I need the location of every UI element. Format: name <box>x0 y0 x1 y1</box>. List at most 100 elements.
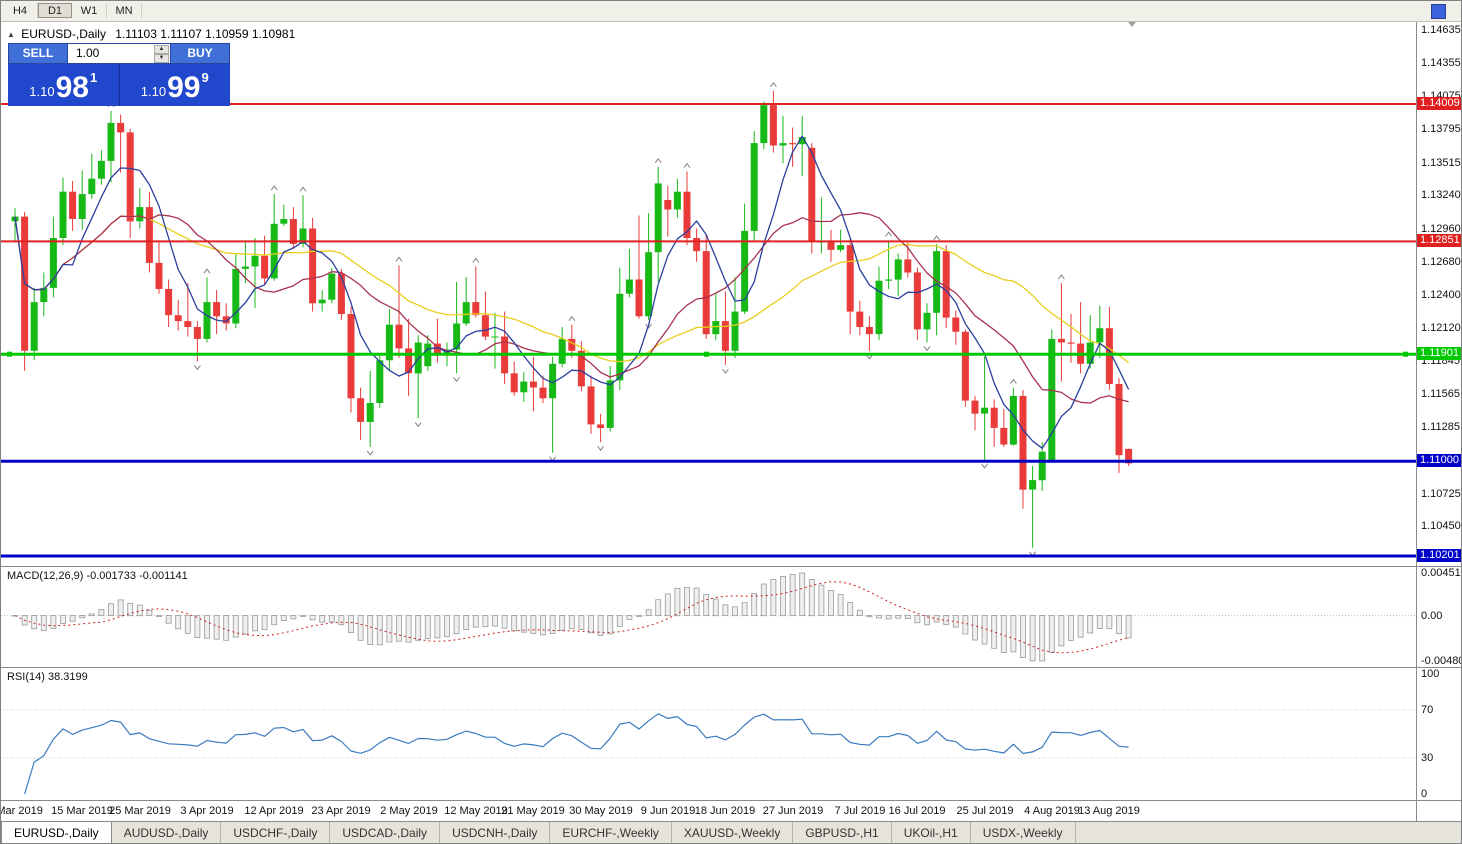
candle <box>184 321 192 327</box>
buy-button[interactable]: BUY <box>170 43 230 64</box>
line-selection-handle[interactable] <box>7 351 12 357</box>
chart-tab[interactable]: UKOil-,H1 <box>892 822 971 843</box>
candle <box>846 245 854 312</box>
macd-label: MACD(12,26,9) -0.001733 -0.001141 <box>7 570 188 582</box>
candle <box>97 160 105 179</box>
candle <box>318 299 326 304</box>
candle <box>702 251 710 335</box>
candle <box>347 314 355 399</box>
date-axis-label: 18 Jun 2019 <box>694 805 756 817</box>
candle <box>174 315 182 322</box>
volume-box: ▲ ▼ <box>68 43 170 64</box>
candle <box>654 183 662 253</box>
date-axis-label: 3 Apr 2019 <box>180 805 234 817</box>
candle <box>961 331 969 401</box>
candle <box>462 302 470 324</box>
macd-histogram-layer <box>12 572 1132 662</box>
price-axis-label: 1.11565 <box>1421 388 1460 400</box>
volume-up-icon[interactable]: ▲ <box>154 45 169 54</box>
candle <box>597 424 605 428</box>
candle <box>261 255 269 279</box>
candle <box>405 348 413 374</box>
price-axis-label: 1.11285 <box>1421 421 1460 433</box>
volume-down-icon[interactable]: ▼ <box>154 54 169 63</box>
candle <box>885 279 893 281</box>
candle <box>837 245 845 250</box>
candle <box>366 403 374 422</box>
timeframe-button-h4[interactable]: H4 <box>3 3 38 18</box>
candle <box>827 241 835 250</box>
chart-shift-marker-icon[interactable] <box>1128 22 1136 27</box>
date-axis-label: 21 May 2019 <box>501 805 565 817</box>
sell-price[interactable]: 1.10 98 1 <box>8 64 120 106</box>
candle <box>558 338 566 364</box>
candle <box>213 302 221 317</box>
price-line-badge: 1.14009 <box>1417 97 1461 110</box>
candle <box>155 262 163 289</box>
candle <box>1125 448 1133 464</box>
timeframe-button-w1[interactable]: W1 <box>72 3 107 18</box>
candle <box>203 302 211 339</box>
rsi-chart[interactable] <box>1 668 1416 800</box>
price-axis-label: 1.14635 <box>1421 24 1461 36</box>
chart-symbol-label: EURUSD-,Daily <box>21 27 106 41</box>
candle <box>577 350 585 387</box>
date-axis-label: 25 Jul 2019 <box>956 805 1014 817</box>
chart-tab[interactable]: EURCHF-,Weekly <box>550 822 672 843</box>
candle <box>510 373 518 393</box>
candle <box>981 407 989 414</box>
chart-tab[interactable]: USDCAD-,Daily <box>330 822 441 843</box>
chart-tab[interactable]: USDX-,Weekly <box>971 822 1076 843</box>
macd-indicator-panel[interactable]: MACD(12,26,9) -0.001733 -0.001141 <box>1 566 1416 667</box>
toolbar-blue-icon[interactable] <box>1431 4 1446 19</box>
chart-tab[interactable]: GBPUSD-,H1 <box>793 822 892 843</box>
panel-separator <box>1417 566 1461 567</box>
date-axis-label: 30 May 2019 <box>569 805 633 817</box>
chart-tab[interactable]: AUDUSD-,Daily <box>112 822 222 843</box>
candle <box>453 323 461 350</box>
candle <box>894 259 902 280</box>
chart-tab[interactable]: XAUUSD-,Weekly <box>672 822 794 843</box>
candle <box>136 207 144 222</box>
sell-button[interactable]: SELL <box>8 43 68 64</box>
price-axis[interactable]: 1.14635 1.14355 1.14075 1.13795 1.13515 1.132… <box>1416 21 1461 821</box>
macd-axis-label: -0.004806 <box>1421 655 1461 667</box>
main-chart-panel[interactable]: ▲ EURUSD-,Daily 1.11103 1.11107 1.10959 … <box>1 21 1416 566</box>
candle <box>88 178 96 195</box>
volume-input[interactable] <box>76 46 136 60</box>
date-axis-label: 4 Aug 2019 <box>1024 805 1080 817</box>
candle <box>568 338 576 351</box>
candle <box>1019 395 1027 490</box>
chart-tab[interactable]: EURUSD-,Daily <box>1 822 112 843</box>
price-chart[interactable] <box>1 21 1416 566</box>
candle <box>232 268 240 324</box>
candle <box>145 207 153 263</box>
line-selection-handle[interactable] <box>704 351 709 357</box>
one-click-collapse-icon[interactable]: ▲ <box>7 30 15 39</box>
candle <box>769 105 777 146</box>
macd-chart[interactable] <box>1 567 1416 667</box>
candle <box>539 387 547 399</box>
date-axis-label: 16 Jul 2019 <box>888 805 946 817</box>
timeframe-button-d1[interactable]: D1 <box>38 3 72 18</box>
candle <box>117 122 125 133</box>
chart-tab[interactable]: USDCHF-,Daily <box>221 822 331 843</box>
candle <box>721 321 729 351</box>
candle <box>357 398 365 422</box>
chart-tab[interactable]: USDCNH-,Daily <box>440 822 551 843</box>
buy-price-point: 9 <box>201 70 209 85</box>
buy-price[interactable]: 1.10 99 9 <box>120 64 231 106</box>
candle <box>395 324 403 349</box>
candle <box>731 311 739 351</box>
line-selection-handle[interactable] <box>1403 351 1408 357</box>
price-axis-label: 1.13240 <box>1421 189 1461 201</box>
date-axis-label: 2 May 2019 <box>380 805 438 817</box>
price-line-badge: 1.11000 <box>1417 454 1461 467</box>
candle <box>69 191 77 219</box>
candle <box>693 238 701 252</box>
timeframe-button-mn[interactable]: MN <box>107 3 142 18</box>
candle <box>625 279 633 294</box>
rsi-indicator-panel[interactable]: RSI(14) 38.3199 <box>1 667 1416 800</box>
candle <box>59 191 67 238</box>
